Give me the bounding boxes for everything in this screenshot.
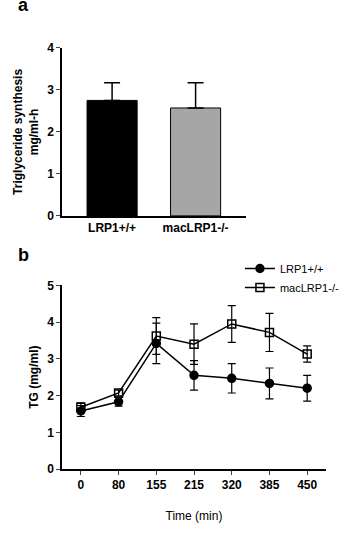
svg-text:LRP1+/+: LRP1+/+ <box>280 263 323 275</box>
svg-text:2: 2 <box>47 389 54 403</box>
svg-text:macLRP1-/-: macLRP1-/- <box>280 282 339 294</box>
svg-text:Time (min): Time (min) <box>166 509 223 523</box>
svg-text:3: 3 <box>47 352 54 366</box>
svg-text:4: 4 <box>47 41 54 55</box>
svg-text:Triglyceride synthesismg/ml-h: Triglyceride synthesismg/ml-h <box>11 69 41 195</box>
svg-text:0: 0 <box>78 478 85 492</box>
svg-text:155: 155 <box>146 478 166 492</box>
svg-text:5: 5 <box>47 279 54 293</box>
svg-text:0: 0 <box>47 209 54 223</box>
svg-text:215: 215 <box>184 478 204 492</box>
svg-text:450: 450 <box>297 478 317 492</box>
svg-text:TG (mg/ml): TG (mg/ml) <box>27 346 41 409</box>
svg-text:LRP1+/+: LRP1+/+ <box>88 221 136 235</box>
svg-text:80: 80 <box>112 478 126 492</box>
svg-text:320: 320 <box>222 478 242 492</box>
svg-text:3: 3 <box>47 83 54 97</box>
svg-text:1: 1 <box>47 167 54 181</box>
svg-text:4: 4 <box>47 315 54 329</box>
svg-text:0: 0 <box>47 462 54 476</box>
svg-text:385: 385 <box>259 478 279 492</box>
svg-text:macLRP1-/-: macLRP1-/- <box>163 221 229 235</box>
svg-text:2: 2 <box>47 125 54 139</box>
svg-text:1: 1 <box>47 426 54 440</box>
svg-text:b: b <box>18 245 29 265</box>
svg-text:a: a <box>18 0 29 15</box>
